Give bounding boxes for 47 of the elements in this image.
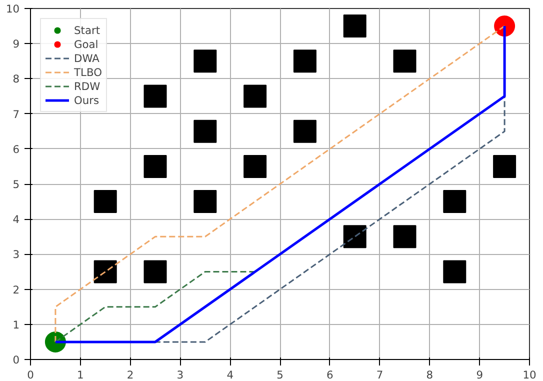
legend-label: Goal [74, 38, 98, 50]
point [244, 84, 267, 108]
y-tick-label: 5 [12, 178, 20, 191]
x-tick-label: 0 [27, 368, 34, 381]
x-tick-label: 4 [226, 368, 234, 381]
y-tick-label: 10 [6, 2, 20, 16]
y-tick-label: 7 [12, 108, 20, 121]
point [194, 190, 217, 214]
point [293, 120, 316, 143]
point [493, 154, 516, 178]
point [393, 225, 416, 248]
point [443, 260, 466, 284]
point [443, 190, 466, 214]
point [144, 84, 167, 108]
point [144, 260, 167, 284]
point [94, 190, 117, 214]
x-tick-label: 9 [476, 368, 484, 381]
point [244, 154, 267, 178]
point [293, 50, 316, 73]
x-tick-label: 3 [176, 368, 184, 381]
y-tick-label: 6 [12, 142, 20, 156]
y-tick-label: 9 [12, 38, 20, 51]
x-tick-label: 10 [522, 368, 536, 381]
legend-label: Start [74, 24, 100, 36]
point [144, 154, 167, 178]
x-tick-label: 7 [376, 368, 384, 381]
y-tick-label: 3 [12, 248, 20, 262]
point [343, 14, 366, 38]
legend-label: TLBO [74, 66, 102, 78]
point [194, 120, 217, 143]
x-tick-label: 1 [77, 368, 84, 381]
x-tick-label: 8 [426, 368, 434, 381]
point [94, 260, 117, 284]
y-tick-label: 0 [12, 354, 20, 366]
legend-label: DWA [74, 52, 100, 64]
x-tick-label: 5 [276, 368, 284, 381]
x-tick-label: 6 [326, 368, 334, 381]
legend-label: RDW [74, 80, 100, 92]
y-tick-label: 1 [12, 318, 20, 332]
x-tick-label: 2 [126, 368, 134, 381]
legend-label: Ours [74, 94, 100, 106]
point [343, 225, 366, 248]
y-tick-label: 8 [12, 72, 20, 86]
y-tick-label: 2 [12, 283, 20, 296]
point [194, 50, 217, 73]
point [393, 50, 416, 73]
y-tick-label: 4 [12, 213, 20, 226]
